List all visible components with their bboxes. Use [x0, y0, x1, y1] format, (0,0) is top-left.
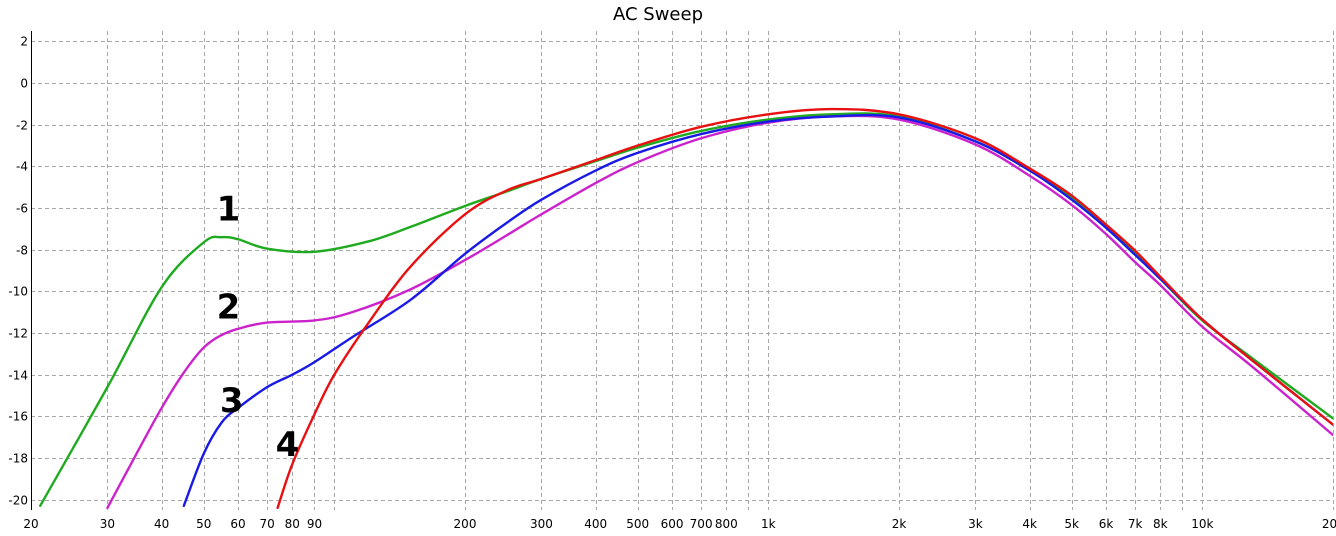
x-tick-label: 600 [661, 517, 684, 531]
curve-label-layer: 1 2 34 [217, 190, 300, 465]
y-tick-label: -2 [16, 119, 28, 133]
y-tick-label: -8 [16, 244, 28, 258]
x-tick-label: 3k [968, 517, 983, 531]
x-tick-label: 800 [715, 517, 738, 531]
x-tick-label: 40 [154, 517, 169, 531]
y-tick-label: -20 [8, 494, 28, 508]
y-tick-label: 2 [20, 35, 28, 49]
curve-label-2: 2 [217, 287, 241, 327]
x-tick-label: 5k [1064, 517, 1079, 531]
series-line-4 [276, 107, 1333, 510]
x-tick-label: 200 [454, 517, 477, 531]
x-tick-label: 1k [761, 517, 776, 531]
y-tick-label: -10 [8, 285, 28, 299]
y-tick-label: -4 [16, 160, 28, 174]
curve-label-4: 4 [276, 425, 300, 465]
series-layer [39, 107, 1333, 510]
y-tick-label: 0 [20, 77, 28, 91]
x-tick-label: 700 [690, 517, 713, 531]
grid-layer [31, 31, 1334, 510]
y-tick-label: -12 [8, 327, 28, 341]
x-tick-label: 7k [1128, 517, 1143, 531]
x-tick-label: 60 [230, 517, 245, 531]
curve-label-3: 3 [220, 381, 244, 421]
axis-layer: 20 30 40 50 60 70 80 90 200 300 400 500 600 700 800 1k 2… [8, 31, 1336, 531]
series-line-3 [182, 113, 1333, 508]
x-tick-label: 50 [196, 517, 211, 531]
x-tick-label: 500 [626, 517, 649, 531]
y-tick-label: -18 [8, 452, 28, 466]
x-tick-label: 4k [1022, 517, 1037, 531]
x-tick-label: 10k [1191, 517, 1213, 531]
x-tick-label: 80 [285, 517, 300, 531]
y-tick-label: -16 [8, 410, 28, 424]
curve-label-1: 1 [217, 190, 241, 230]
x-tick-label: 6k [1099, 517, 1114, 531]
x-tick-label: 30 [100, 517, 115, 531]
x-tick-label: 2k [892, 517, 907, 531]
y-tick-label: -14 [8, 369, 28, 383]
series-line-2 [106, 114, 1333, 510]
chart-title: AC Sweep [612, 4, 703, 25]
x-tick-label: 8k [1153, 517, 1168, 531]
y-tick-label: -6 [16, 202, 28, 216]
x-tick-label: 90 [307, 517, 322, 531]
x-tick-label: 400 [584, 517, 607, 531]
x-tick-label: 70 [259, 517, 274, 531]
x-tick-label: 20 [23, 517, 38, 531]
x-tick-label: 300 [530, 517, 553, 531]
x-tick-label: 20k [1322, 517, 1336, 531]
